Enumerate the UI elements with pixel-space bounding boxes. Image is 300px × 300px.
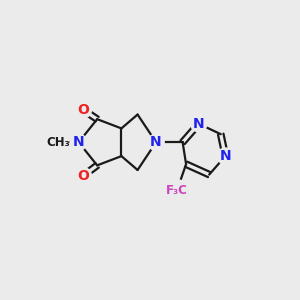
Text: O: O — [77, 103, 89, 117]
Circle shape — [70, 134, 87, 150]
Text: N: N — [150, 135, 162, 149]
Circle shape — [75, 102, 92, 118]
Text: N: N — [73, 135, 85, 149]
Text: O: O — [77, 169, 89, 183]
Circle shape — [166, 180, 188, 202]
Circle shape — [148, 134, 164, 150]
Circle shape — [47, 131, 69, 153]
Circle shape — [191, 116, 207, 132]
Text: CH₃: CH₃ — [46, 136, 70, 149]
Text: N: N — [193, 117, 205, 131]
Circle shape — [75, 168, 92, 184]
Text: N: N — [220, 149, 231, 163]
Text: F₃C: F₃C — [166, 184, 188, 197]
Circle shape — [217, 148, 233, 164]
